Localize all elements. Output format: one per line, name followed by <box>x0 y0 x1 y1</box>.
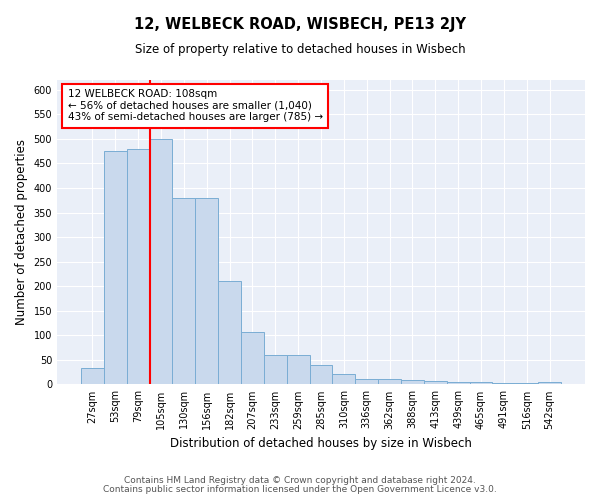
Text: 12, WELBECK ROAD, WISBECH, PE13 2JY: 12, WELBECK ROAD, WISBECH, PE13 2JY <box>134 18 466 32</box>
Bar <box>196 198 218 384</box>
Bar <box>264 355 287 384</box>
Text: 12 WELBECK ROAD: 108sqm
← 56% of detached houses are smaller (1,040)
43% of semi: 12 WELBECK ROAD: 108sqm ← 56% of detache… <box>68 89 323 122</box>
Y-axis label: Number of detached properties: Number of detached properties <box>15 139 28 325</box>
Text: Size of property relative to detached houses in Wisbech: Size of property relative to detached ho… <box>134 42 466 56</box>
Text: Contains public sector information licensed under the Open Government Licence v3: Contains public sector information licen… <box>103 484 497 494</box>
Bar <box>332 374 355 384</box>
X-axis label: Distribution of detached houses by size in Wisbech: Distribution of detached houses by size … <box>170 437 472 450</box>
Bar <box>172 198 196 384</box>
Bar <box>287 355 310 384</box>
Bar <box>447 382 470 384</box>
Bar <box>378 379 401 384</box>
Bar <box>493 383 515 384</box>
Bar <box>149 139 172 384</box>
Bar <box>241 332 264 384</box>
Bar <box>355 378 378 384</box>
Bar <box>424 381 447 384</box>
Bar <box>218 282 241 385</box>
Bar <box>515 383 538 384</box>
Bar <box>470 382 493 384</box>
Text: Contains HM Land Registry data © Crown copyright and database right 2024.: Contains HM Land Registry data © Crown c… <box>124 476 476 485</box>
Bar <box>401 380 424 384</box>
Bar <box>81 368 104 384</box>
Bar <box>538 382 561 384</box>
Bar <box>310 365 332 384</box>
Bar <box>127 148 149 384</box>
Bar <box>104 151 127 384</box>
